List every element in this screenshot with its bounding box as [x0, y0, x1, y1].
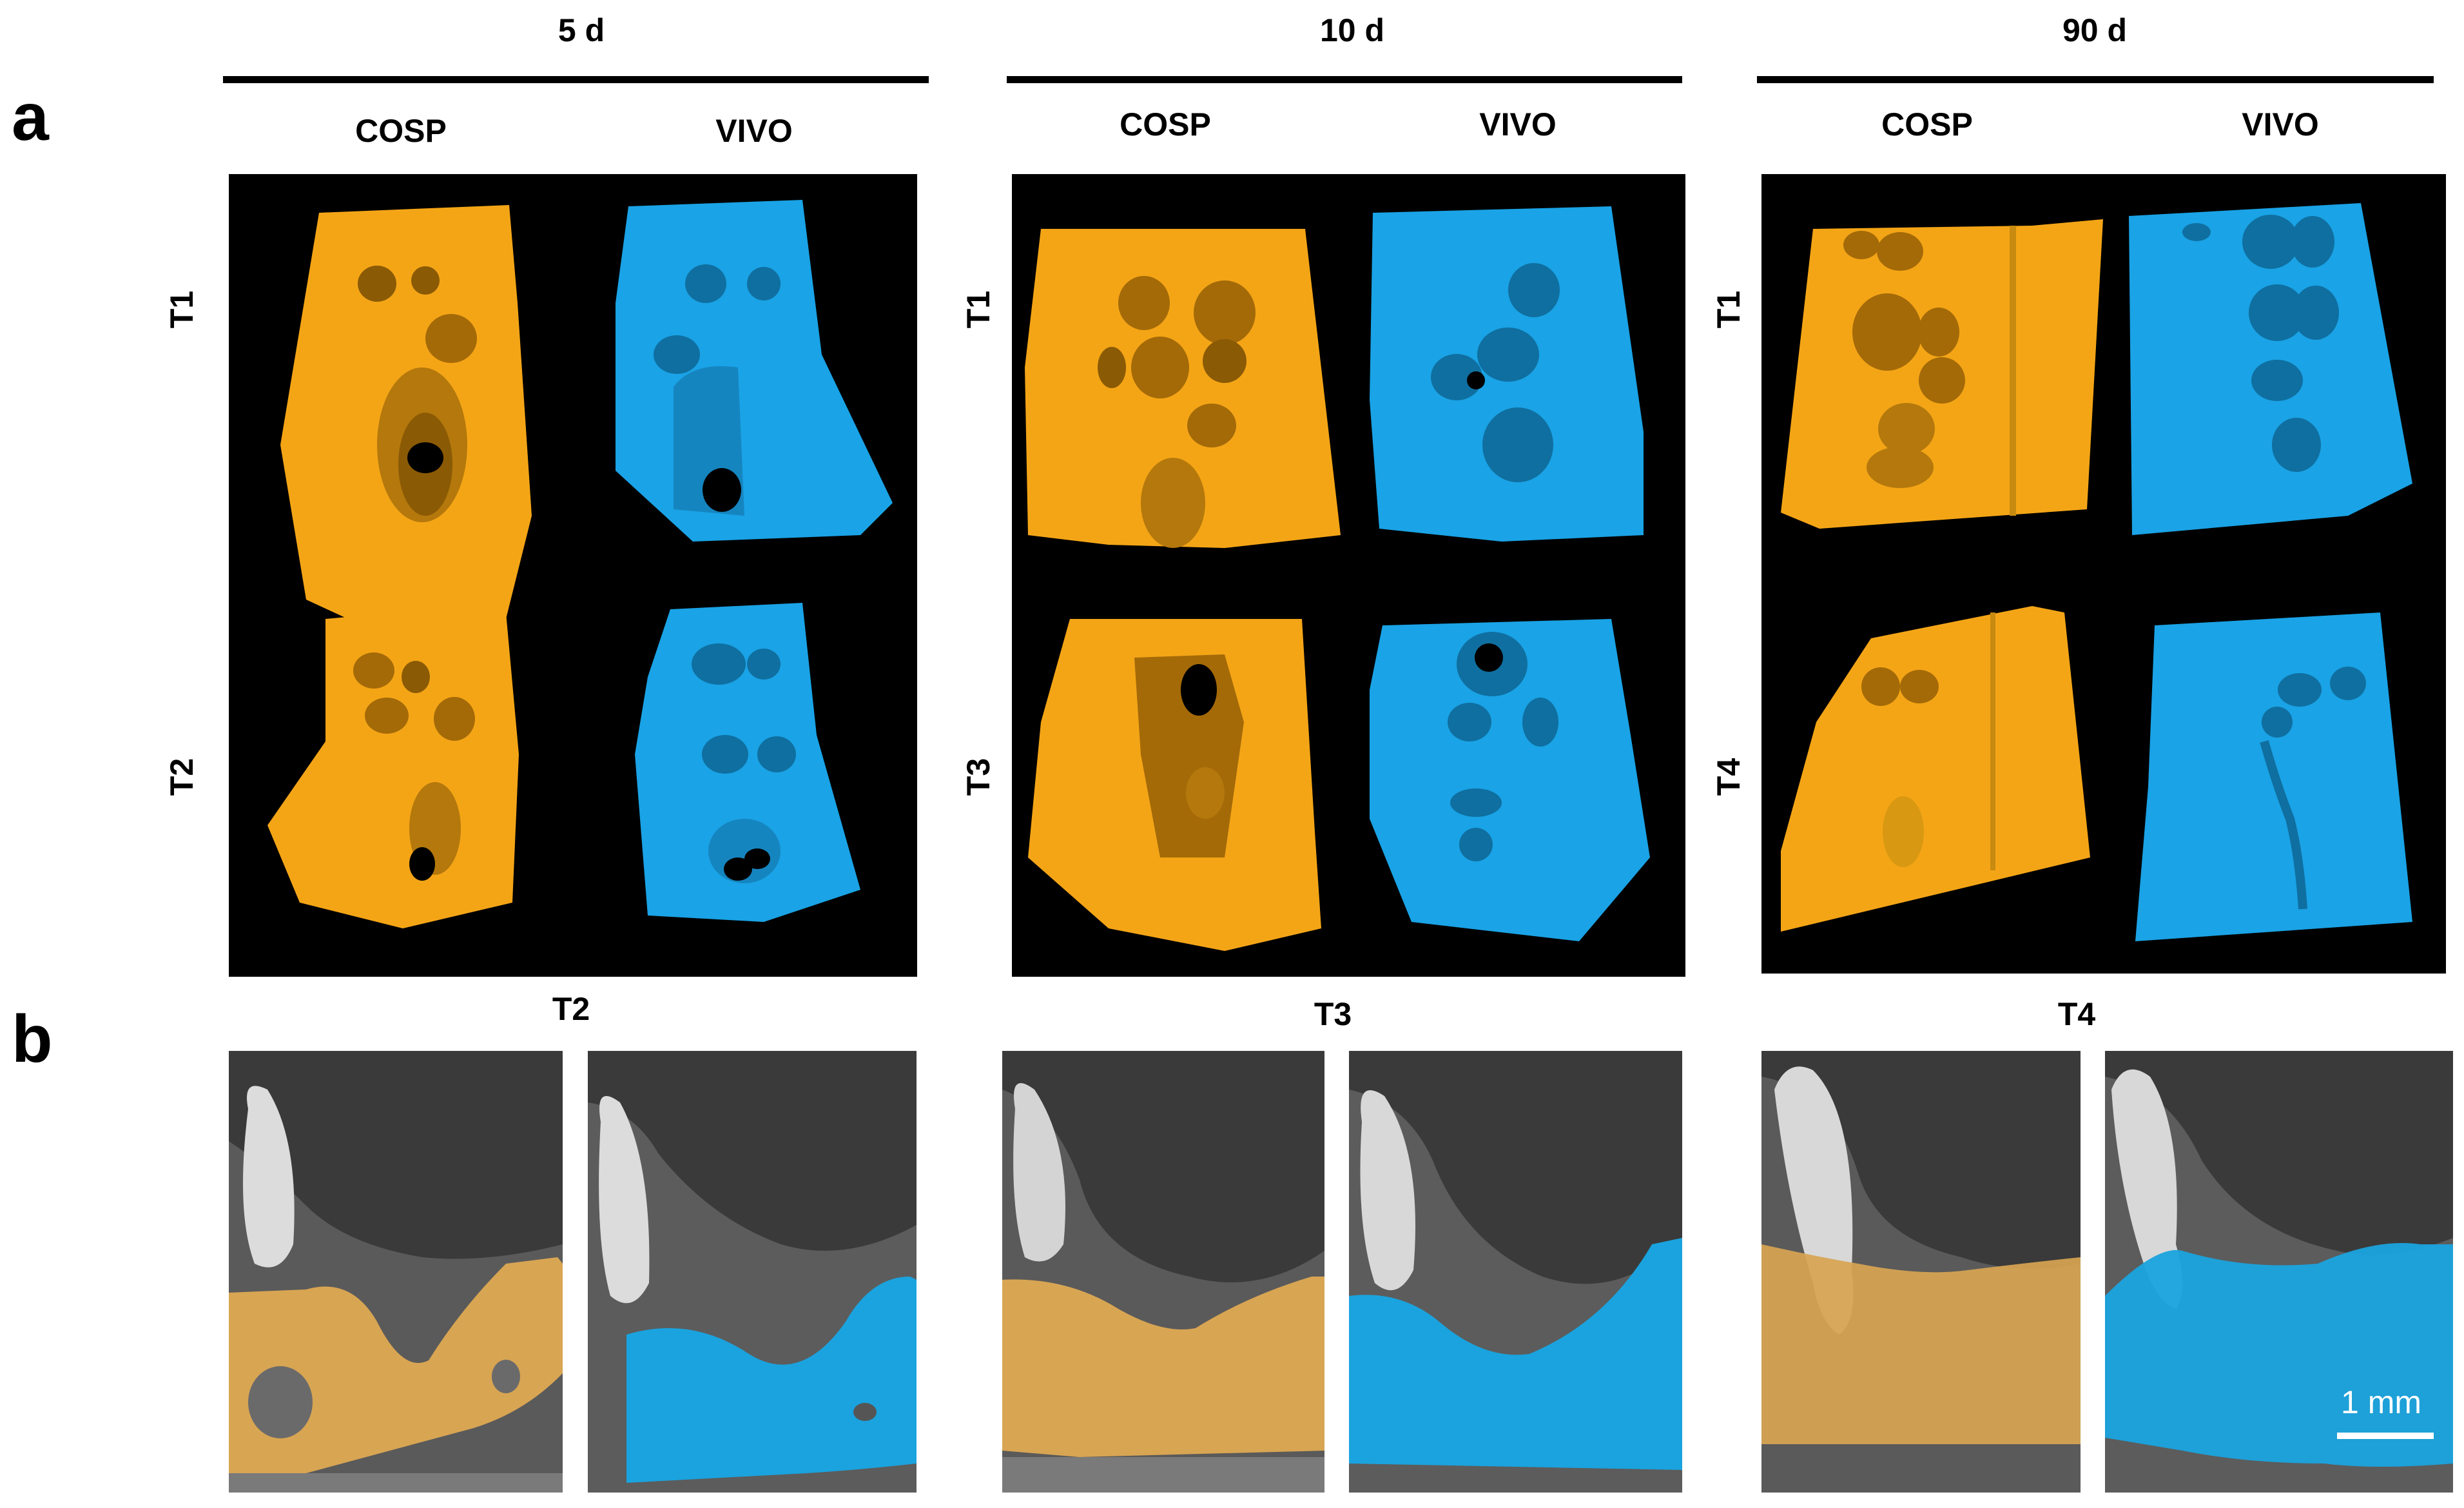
ct-title-t2: T2: [552, 991, 590, 1027]
ct-title-t3: T3: [1314, 996, 1352, 1032]
bone-renders-5d: [267, 200, 893, 928]
panel-letter-b: b: [12, 1002, 53, 1077]
column-header-vivo-90d: VIVO: [2242, 106, 2319, 142]
group-rule-90d: [1757, 76, 2434, 83]
ct-slice-t2-vivo: [588, 1051, 917, 1493]
group-rule-5d: [223, 76, 929, 83]
column-header-cosp-5d: COSP: [355, 113, 447, 149]
render-panel-5d: [229, 174, 917, 977]
group-title-5d: 5 d: [558, 12, 605, 48]
column-header-vivo-10d: VIVO: [1479, 106, 1557, 142]
row-label-t1-90d: T1: [1711, 290, 1747, 329]
row-label-t3-10d: T3: [960, 758, 996, 796]
scale-bar: [2337, 1433, 2434, 1439]
render-panel-90d: [1761, 174, 2446, 974]
scale-bar-label: 1 mm: [2341, 1384, 2421, 1420]
row-label-t4-90d: T4: [1711, 758, 1747, 796]
row-label-t1-5d: T1: [164, 290, 200, 329]
bone-renders-90d: [1781, 203, 2412, 941]
row-label-t1-10d: T1: [960, 290, 996, 329]
ct-slice-t2-cosp: [229, 1051, 563, 1493]
panel-letter-a: a: [12, 80, 49, 155]
ct-slice-t4-vivo: [2105, 1051, 2453, 1493]
ct-slice-t4-cosp: [1761, 1051, 2081, 1493]
column-header-cosp-90d: COSP: [1881, 106, 1973, 142]
group-title-90d: 90 d: [2062, 12, 2128, 48]
render-panel-10d: [1012, 174, 1685, 977]
column-header-cosp-10d: COSP: [1120, 106, 1211, 142]
ct-title-t4: T4: [2057, 996, 2096, 1032]
ct-slice-t3-cosp: [1002, 1051, 1324, 1493]
column-header-vivo-5d: VIVO: [715, 113, 793, 149]
group-rule-10d: [1007, 76, 1682, 83]
group-title-10d: 10 d: [1319, 12, 1385, 48]
row-label-t2-5d: T2: [164, 758, 200, 796]
ct-slice-t3-vivo: [1349, 1051, 1682, 1493]
bone-renders-10d: [1025, 206, 1650, 951]
